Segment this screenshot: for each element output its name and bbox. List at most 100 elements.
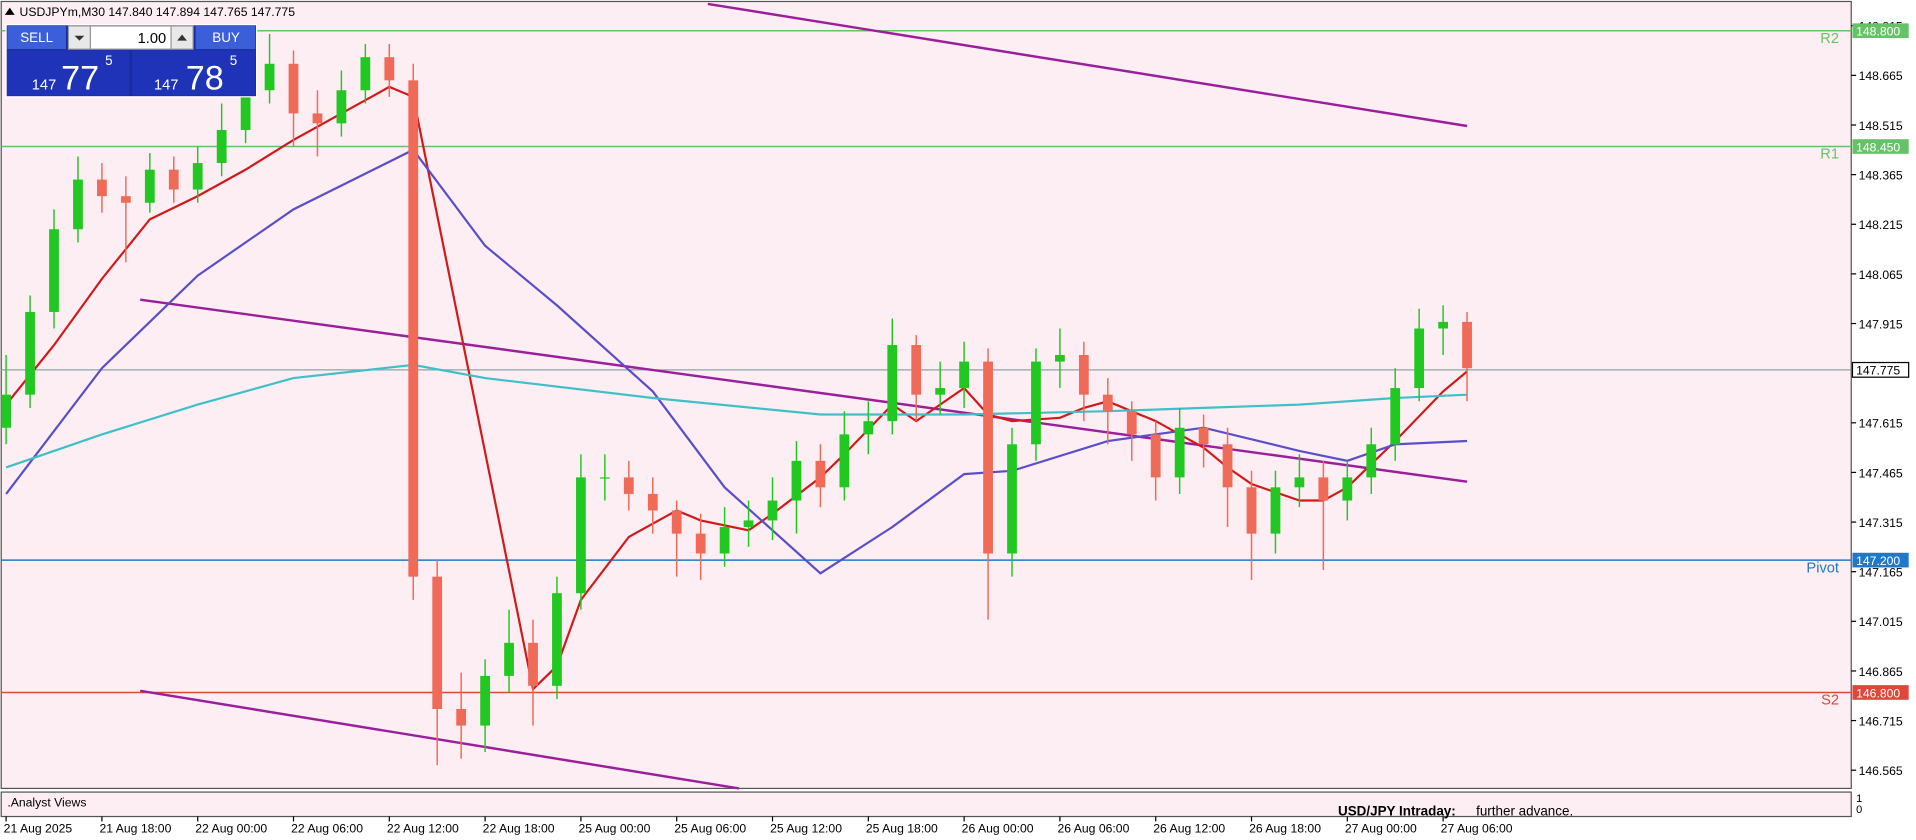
ask-box[interactable] [131,50,256,96]
level-name: S2 [1821,693,1839,709]
trendline [140,689,740,790]
level-name: R1 [1820,147,1839,163]
x-tick-label: 26 Aug 00:00 [962,821,1034,835]
subpanel-title: USD/JPY Intraday: [1338,803,1456,818]
y-tick-label: 146.865 [1859,665,1903,679]
candle-body [144,169,155,203]
y-tick-label: 147.615 [1859,417,1903,431]
x-tick-label: 25 Aug 18:00 [866,821,938,835]
candle-body [959,361,969,389]
candle-body [1414,328,1425,389]
candle-body [49,229,59,312]
x-tick-label: 27 Aug 06:00 [1441,821,1513,835]
candle-body [623,477,634,494]
candle-body [1366,444,1377,478]
candle-body [408,80,419,577]
candle-body [25,311,35,395]
y-tick-label: 146.715 [1859,714,1903,728]
y-tick-label: 147.915 [1859,317,1903,331]
bid-box[interactable] [7,50,130,96]
level-price-label: 148.450 [1856,140,1900,154]
candle-body [1342,477,1353,501]
candle-body [1126,411,1137,435]
x-tick-label: 22 Aug 00:00 [195,821,267,835]
candle-body [1270,487,1281,534]
candle-body [1222,444,1233,488]
current-price-box [1851,361,1910,378]
candle-body [1438,321,1448,329]
candle-body [576,477,586,594]
candle-body [983,361,993,554]
x-tick-label: 26 Aug 12:00 [1153,821,1225,835]
candle-body [743,520,754,528]
trendline [140,298,1468,483]
y-tick-label: 148.665 [1859,69,1903,83]
x-tick-label: 22 Aug 12:00 [387,821,459,835]
candle-body [73,179,83,230]
candle-body [168,169,179,190]
buy-button[interactable] [195,25,256,50]
candle-body [1174,427,1185,478]
candle-body [1294,477,1305,488]
level-price-label: 146.800 [1856,686,1900,700]
candle-body [432,576,443,710]
candle-body [384,57,395,81]
y-tick-label: 148.365 [1859,169,1903,183]
bid-point: 5 [105,53,112,68]
marks: R2 R1 Pivot S2 [1,2,1857,822]
header-icon [4,7,15,15]
candle-body [288,63,299,114]
level-price-box [1852,23,1909,39]
subpanel-area [0,791,1852,818]
candle-body [552,593,562,686]
candle-body [120,196,131,203]
lot-down-icon [74,35,85,41]
x-tick-label: 26 Aug 18:00 [1249,821,1321,835]
candle-body [767,500,778,521]
candle-body [528,642,538,686]
candle-body [1055,354,1065,362]
x-tick-label: 27 Aug 00:00 [1345,821,1417,835]
candle-body [1198,427,1209,445]
level-price-label: 148.800 [1856,25,1900,39]
candle-body [887,345,898,422]
candle-body [599,477,610,479]
x-tick-label: 21 Aug 18:00 [99,821,171,835]
candle-body [1246,487,1257,534]
candle-body [456,709,467,726]
y-tick-label: 147.015 [1859,615,1903,629]
candle-body [719,527,730,554]
ask-pips: 78 [186,59,224,97]
current-price-label: 147.775 [1856,364,1900,378]
y-tick-label: 147.165 [1859,566,1903,580]
header: USDJPYm,M30 147.840 147.894 147.765 147.… [4,5,296,19]
subpanel-name: .Analyst Views [7,796,86,810]
candle-body [839,434,850,488]
level-price-box [1852,139,1909,154]
y-tick-label: 148.215 [1859,218,1903,232]
x-tick-label: 22 Aug 06:00 [291,821,363,835]
sell-button[interactable] [7,25,66,50]
candle-body [240,90,251,130]
lot-up-icon [177,34,187,41]
bid-big: 147 [32,77,56,93]
subpanel-text: further advance. [1476,803,1573,818]
candle-body [264,63,275,91]
candle-body [1,394,11,428]
header-text: USDJPYm,M30 147.840 147.894 147.765 147.… [20,5,296,19]
trendline [707,2,1468,128]
y-tick-label: 147.465 [1859,466,1903,480]
candle-body [863,421,874,435]
y-tick-label: 146.565 [1859,764,1903,778]
candle-body [935,388,946,395]
candle-body [504,642,514,676]
candle-body [1102,394,1113,412]
x-tick-label: 21 Aug 2025 [4,821,73,835]
level-price-box [1852,685,1909,700]
plot-area [0,0,1852,790]
candle-body [312,113,323,124]
candle-body [336,90,347,124]
subpanel-tick-label: 0 [1856,804,1862,816]
